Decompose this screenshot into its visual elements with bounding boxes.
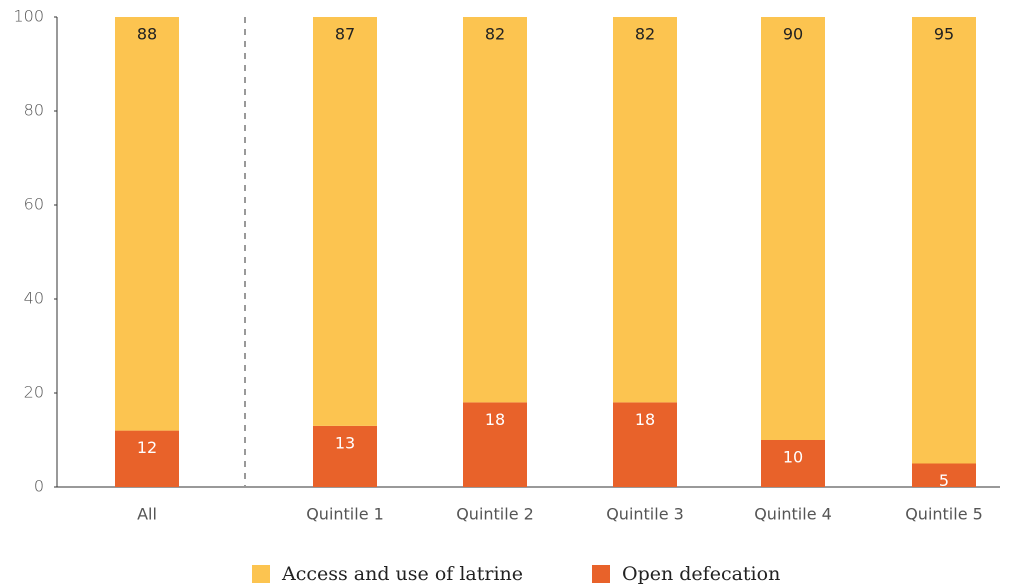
data-label: 87 (335, 25, 355, 44)
bar-segment (463, 402, 527, 487)
data-label: 18 (635, 410, 655, 429)
x-tick-label: Quintile 4 (754, 505, 832, 524)
bar-segment (761, 17, 825, 440)
bar-segment (115, 17, 179, 431)
y-tick-label: 20 (24, 383, 44, 402)
data-label: 12 (137, 438, 157, 457)
bar-segment (761, 440, 825, 487)
y-tick-label: 100 (13, 7, 44, 26)
data-label: 82 (635, 25, 655, 44)
data-label: 90 (783, 25, 803, 44)
legend-swatch (592, 565, 610, 583)
x-tick-label: All (137, 505, 157, 524)
data-label: 10 (783, 448, 803, 467)
bar-segment (463, 17, 527, 403)
data-label: 88 (137, 25, 157, 44)
x-tick-label: Quintile 3 (606, 505, 684, 524)
y-tick-label: 0 (34, 477, 44, 496)
x-tick-label: Quintile 1 (306, 505, 384, 524)
data-label: 95 (934, 25, 954, 44)
y-tick-label: 80 (24, 101, 44, 120)
x-tick-label: Quintile 2 (456, 505, 534, 524)
legend-swatch (252, 565, 270, 583)
bar-segment (313, 425, 377, 487)
data-label: 18 (485, 410, 505, 429)
bar-segment (912, 17, 976, 464)
bar-segment (115, 430, 179, 487)
data-label: 5 (939, 471, 949, 490)
data-label: 13 (335, 433, 355, 452)
legend-label: Access and use of latrine (281, 563, 523, 585)
data-label: 82 (485, 25, 505, 44)
bar-segment (912, 463, 976, 487)
bar-segment (613, 17, 677, 403)
y-tick-label: 60 (24, 195, 44, 214)
bar-segment (613, 402, 677, 487)
x-tick-label: Quintile 5 (905, 505, 983, 524)
legend-label: Open defecation (622, 563, 780, 585)
y-tick-label: 40 (24, 289, 44, 308)
bar-segment (313, 17, 377, 426)
